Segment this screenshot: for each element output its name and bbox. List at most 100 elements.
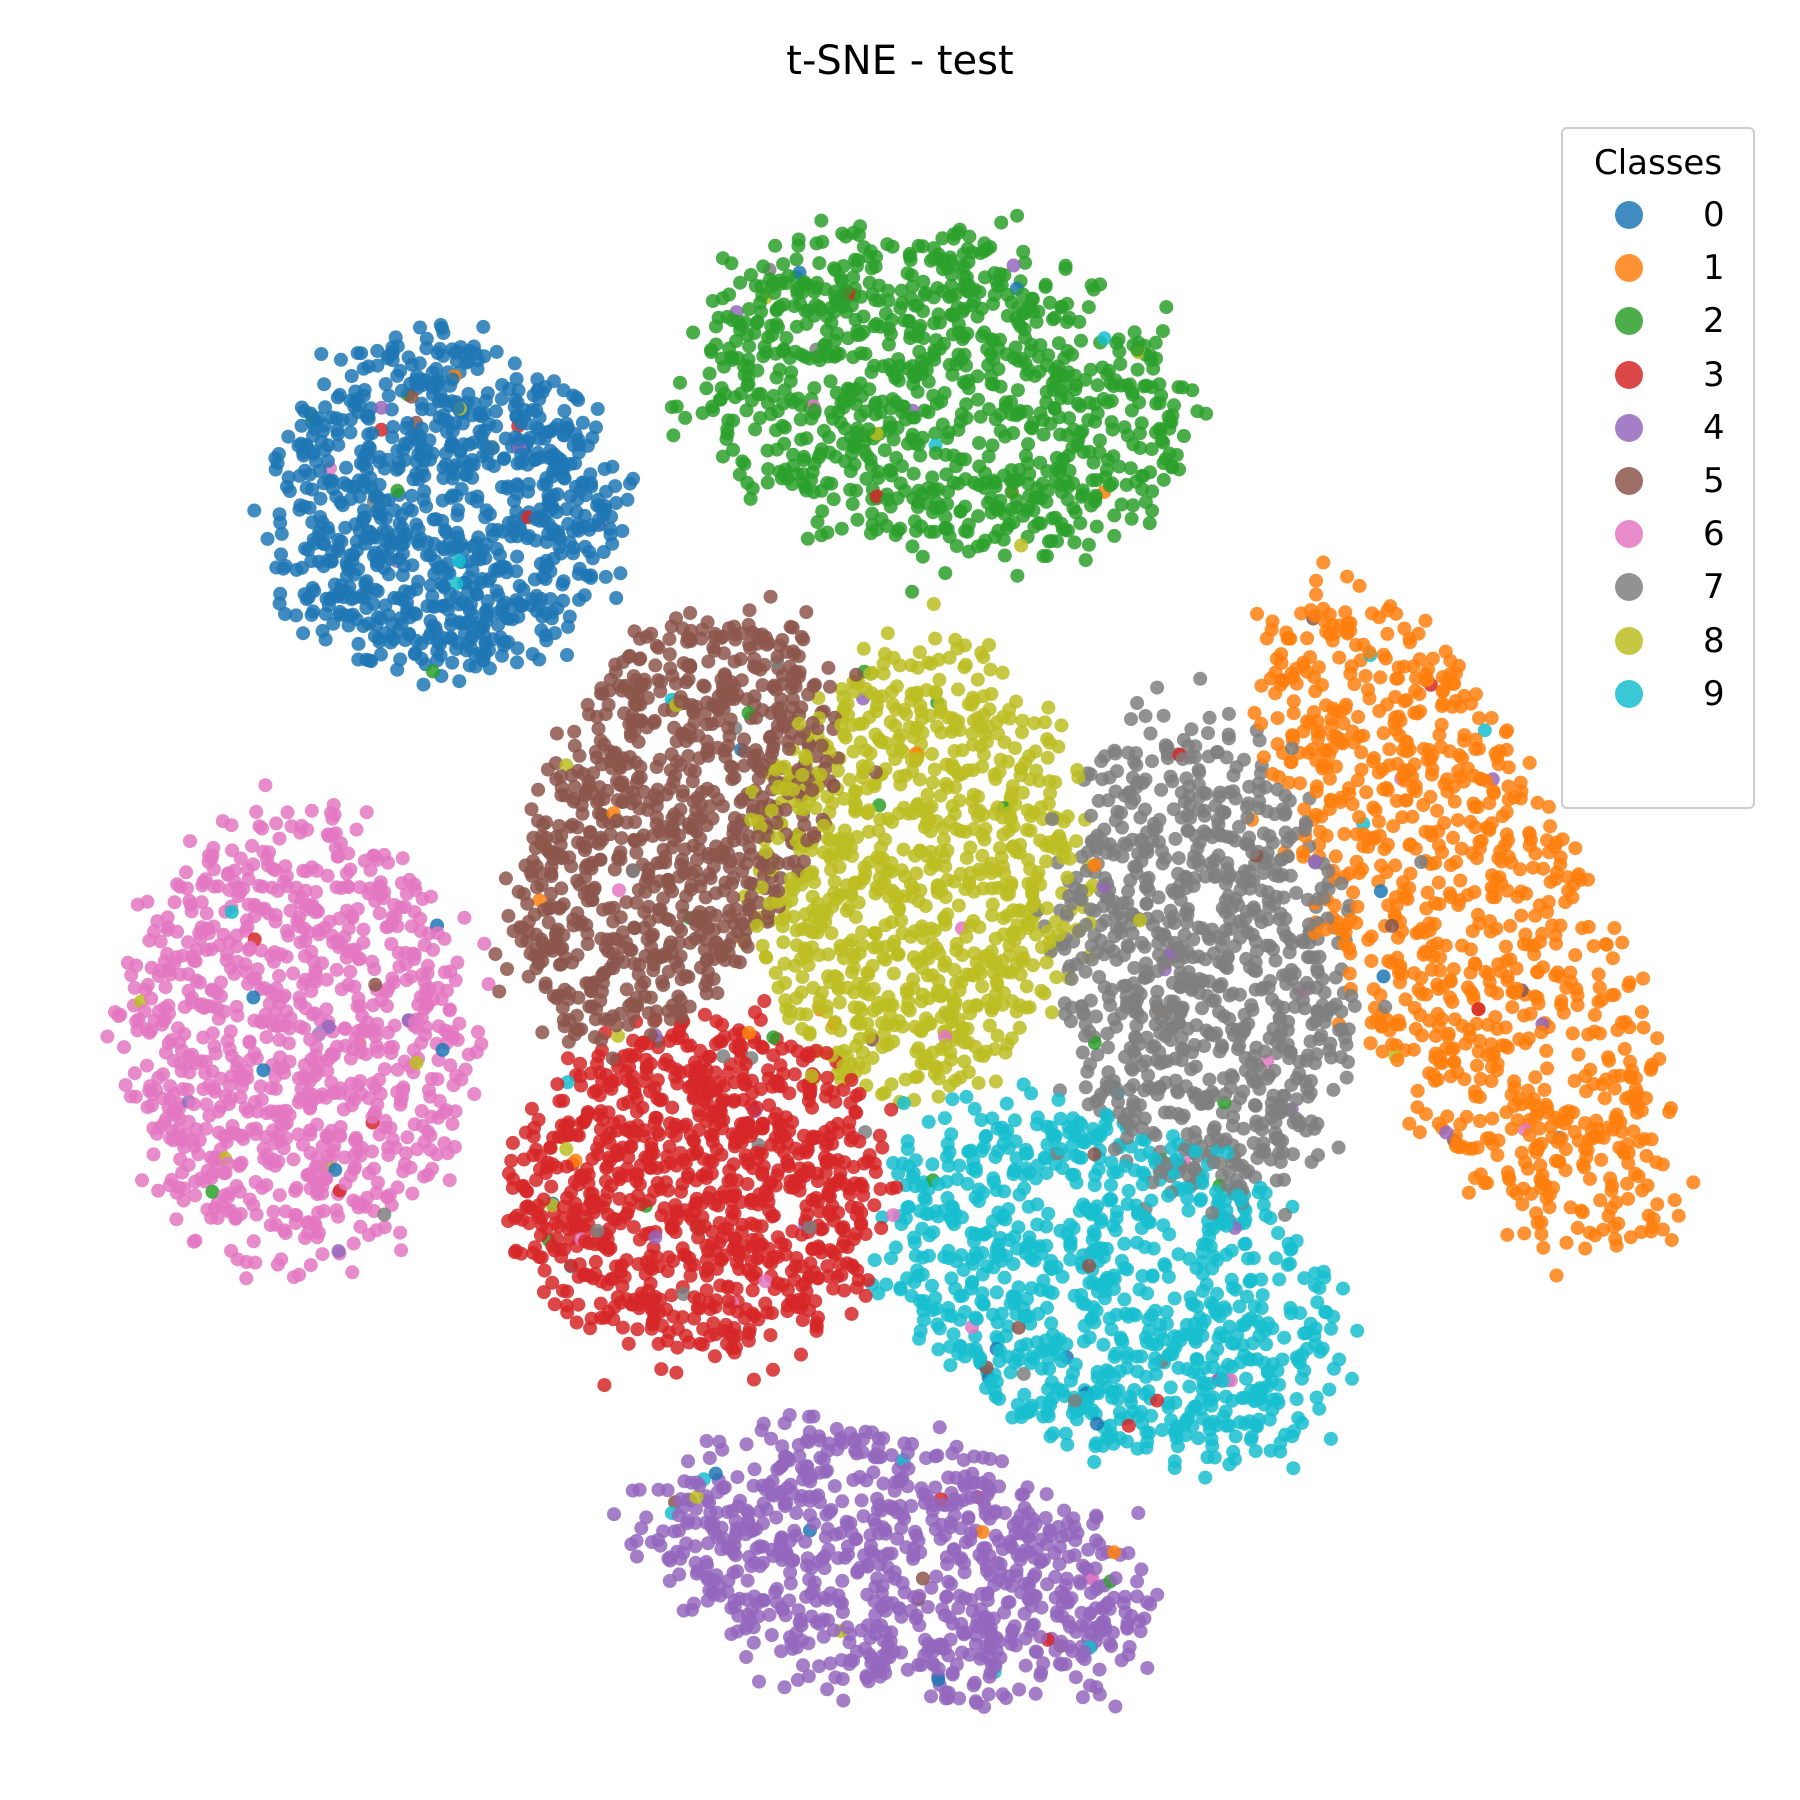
data-point bbox=[789, 319, 804, 334]
data-point bbox=[1238, 1212, 1253, 1227]
data-point bbox=[1430, 803, 1445, 818]
data-point bbox=[872, 1128, 887, 1143]
data-point bbox=[629, 1549, 644, 1564]
data-point bbox=[1536, 861, 1551, 876]
data-point bbox=[908, 1153, 923, 1168]
data-point bbox=[343, 425, 358, 440]
data-point bbox=[1067, 1168, 1082, 1182]
data-point bbox=[1591, 967, 1606, 982]
data-point bbox=[1471, 1044, 1486, 1059]
data-point bbox=[924, 1689, 938, 1704]
data-point bbox=[365, 426, 380, 441]
data-point bbox=[1419, 901, 1434, 916]
data-point bbox=[1686, 1175, 1701, 1190]
data-point bbox=[1078, 1080, 1093, 1095]
data-point bbox=[877, 443, 892, 458]
data-point bbox=[1030, 1117, 1044, 1132]
data-point bbox=[835, 1672, 850, 1686]
data-point bbox=[654, 1362, 669, 1377]
data-point bbox=[560, 648, 574, 662]
data-point bbox=[1501, 760, 1516, 775]
data-point bbox=[762, 1607, 777, 1622]
data-point bbox=[467, 1087, 482, 1101]
data-point bbox=[863, 1631, 878, 1645]
data-point bbox=[1041, 700, 1056, 715]
data-point bbox=[867, 1198, 882, 1213]
data-point bbox=[908, 1070, 923, 1085]
data-point bbox=[1323, 1431, 1338, 1446]
data-point bbox=[795, 970, 810, 985]
data-point bbox=[1583, 1171, 1597, 1186]
data-point bbox=[764, 318, 779, 333]
data-point bbox=[333, 352, 348, 367]
data-point bbox=[785, 1224, 800, 1239]
data-point bbox=[413, 320, 427, 335]
data-point bbox=[1018, 1658, 1033, 1673]
data-point bbox=[1345, 1371, 1359, 1386]
data-point bbox=[561, 1051, 575, 1066]
data-point bbox=[183, 834, 197, 849]
data-point bbox=[1434, 1011, 1449, 1026]
point-layer bbox=[100, 208, 1701, 1714]
data-point bbox=[359, 805, 374, 820]
data-point bbox=[356, 361, 371, 376]
data-point bbox=[1052, 1557, 1067, 1572]
data-point bbox=[404, 488, 419, 503]
data-point bbox=[1130, 362, 1145, 377]
data-point bbox=[709, 908, 724, 923]
data-point bbox=[956, 1453, 971, 1468]
data-point bbox=[1635, 1183, 1650, 1198]
data-point bbox=[1540, 1061, 1555, 1076]
data-point bbox=[1503, 918, 1518, 933]
data-point bbox=[1181, 1203, 1196, 1218]
data-point bbox=[926, 597, 941, 611]
data-point bbox=[330, 423, 345, 438]
data-point bbox=[946, 1327, 961, 1342]
data-point bbox=[836, 1693, 851, 1708]
data-point bbox=[1167, 1461, 1182, 1475]
data-point bbox=[279, 949, 294, 964]
data-point bbox=[818, 1530, 833, 1545]
data-point bbox=[399, 421, 414, 435]
data-point bbox=[315, 1247, 330, 1262]
data-point bbox=[716, 1049, 731, 1064]
data-point bbox=[1207, 1120, 1222, 1135]
data-point bbox=[246, 1234, 261, 1249]
data-point bbox=[331, 1244, 346, 1259]
data-point bbox=[1165, 774, 1180, 789]
data-point bbox=[1247, 1098, 1262, 1112]
data-point bbox=[660, 1483, 675, 1498]
data-point bbox=[488, 947, 503, 962]
data-point bbox=[1303, 1085, 1318, 1100]
data-point bbox=[677, 1474, 692, 1489]
data-point bbox=[281, 429, 296, 444]
data-point bbox=[799, 605, 814, 620]
data-point bbox=[1023, 823, 1038, 838]
data-point bbox=[733, 652, 748, 666]
data-point bbox=[875, 1140, 890, 1155]
data-point bbox=[883, 715, 898, 729]
chart-title: t-SNE - test bbox=[786, 38, 1014, 84]
data-point bbox=[657, 1201, 672, 1216]
data-point bbox=[370, 1044, 385, 1059]
data-point bbox=[1195, 1284, 1210, 1299]
data-point bbox=[385, 430, 400, 445]
data-point bbox=[1127, 960, 1142, 975]
data-point bbox=[1339, 1070, 1354, 1085]
data-point bbox=[1364, 954, 1379, 968]
data-point bbox=[889, 450, 904, 465]
data-point bbox=[1207, 1450, 1222, 1465]
data-point bbox=[835, 1573, 850, 1588]
data-point bbox=[726, 442, 740, 457]
data-point bbox=[1191, 763, 1206, 777]
data-point bbox=[746, 1635, 761, 1650]
data-point bbox=[1252, 794, 1267, 809]
data-point bbox=[1038, 277, 1053, 292]
data-point bbox=[536, 1192, 551, 1207]
data-point bbox=[1138, 709, 1153, 723]
data-point bbox=[1336, 1281, 1350, 1296]
data-point bbox=[590, 795, 604, 810]
data-point bbox=[1248, 1444, 1263, 1459]
data-point bbox=[442, 1002, 457, 1017]
data-point bbox=[1539, 1043, 1554, 1058]
